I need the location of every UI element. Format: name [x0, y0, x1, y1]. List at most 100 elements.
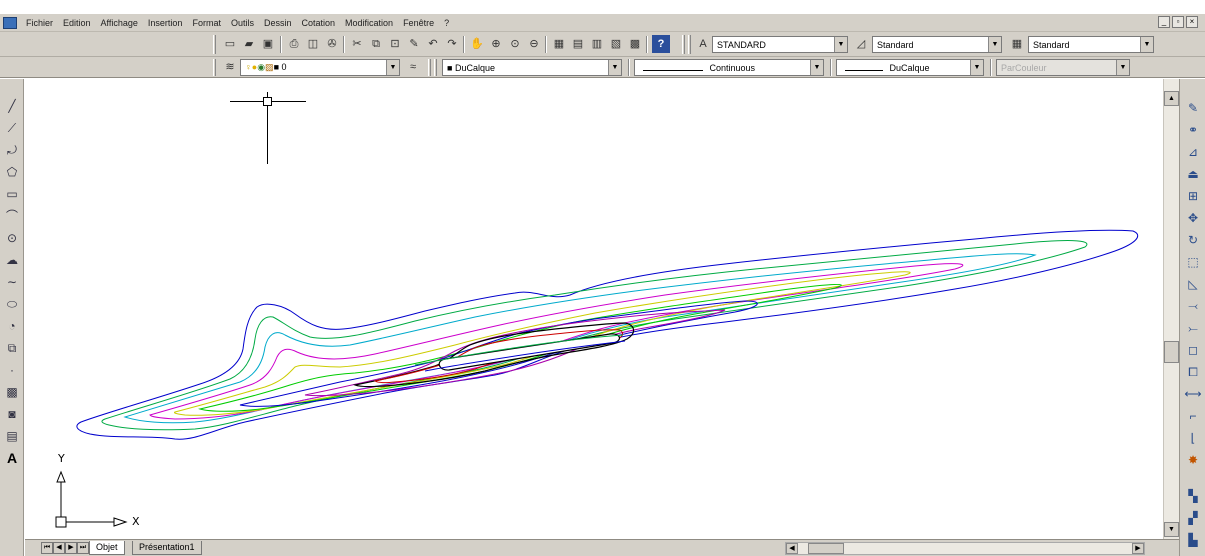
array-icon[interactable]: ⊞: [1187, 189, 1199, 203]
vertical-scroll-thumb[interactable]: [1164, 341, 1179, 363]
new-icon[interactable]: ▭: [224, 38, 236, 50]
zoom-previous-icon[interactable]: ⊖: [529, 38, 539, 50]
horizontal-scroll-thumb[interactable]: [808, 543, 844, 554]
calculator-icon[interactable]: ▩: [629, 38, 641, 50]
chevron-down-icon[interactable]: ▼: [970, 60, 983, 75]
app-icon[interactable]: [3, 16, 17, 29]
table-style-icon[interactable]: ▦: [1011, 38, 1023, 50]
chamfer-icon[interactable]: ⌐: [1189, 409, 1197, 423]
last-tab-button[interactable]: ⏭: [77, 542, 89, 554]
sheet-set-icon[interactable]: ▧: [610, 38, 622, 50]
save-icon[interactable]: ▣: [262, 38, 274, 50]
open-icon[interactable]: ▰: [244, 38, 254, 50]
text-style-icon[interactable]: A: [699, 38, 707, 50]
linetype-select[interactable]: Continuous ▼: [634, 59, 824, 76]
chevron-down-icon[interactable]: ▼: [608, 60, 621, 75]
paste-icon[interactable]: ⊡: [390, 38, 400, 50]
cut-icon[interactable]: ✂: [352, 38, 362, 50]
erase-icon[interactable]: ✎: [1187, 101, 1199, 115]
toolbar-grip[interactable]: [688, 35, 691, 54]
restore-button[interactable]: ▫: [1172, 16, 1184, 28]
join-icon[interactable]: ⟷: [1184, 387, 1202, 401]
minimize-button[interactable]: _: [1158, 16, 1170, 28]
text-style-select[interactable]: STANDARD ▼: [712, 36, 848, 53]
publish-icon[interactable]: ✇: [327, 38, 337, 50]
menu-outils[interactable]: Outils: [230, 17, 254, 28]
construction-line-icon[interactable]: ⟋: [7, 121, 17, 135]
circle-icon[interactable]: ⊙: [6, 231, 18, 245]
menu-fichier[interactable]: Fichier: [26, 17, 54, 28]
rectangle-icon[interactable]: ▭: [6, 187, 18, 201]
region-icon[interactable]: ◙: [8, 407, 16, 421]
extend-icon[interactable]: ⤚: [1188, 321, 1198, 335]
dim-style-icon[interactable]: ◿: [856, 38, 866, 50]
spline-icon[interactable]: ∼: [6, 275, 18, 289]
layer-select[interactable]: ♀●◉▨■ 0 ▼: [240, 59, 400, 76]
chevron-down-icon[interactable]: ▼: [1116, 60, 1129, 75]
menu-fenetre[interactable]: Fenêtre: [403, 17, 435, 28]
point-icon[interactable]: ·: [10, 363, 14, 377]
scroll-right-button[interactable]: ▶: [1132, 543, 1144, 554]
trim-icon[interactable]: ⤙: [1188, 299, 1198, 313]
break-at-point-icon[interactable]: ◻: [1188, 343, 1198, 357]
lineweight-select[interactable]: DuCalque ▼: [836, 59, 984, 76]
draworder-icon[interactable]: ▚: [1188, 489, 1198, 503]
rotate-icon[interactable]: ↻: [1187, 233, 1199, 247]
properties-icon[interactable]: ▦: [553, 38, 565, 50]
fillet-icon[interactable]: ⌊: [1190, 431, 1196, 445]
horizontal-scrollbar[interactable]: ◀ ▶: [785, 542, 1145, 555]
insert-block-icon[interactable]: ⧉: [7, 341, 17, 355]
chevron-down-icon[interactable]: ▼: [834, 37, 847, 52]
plot-style-select[interactable]: ParCouleur ▼: [996, 59, 1130, 76]
offset-icon[interactable]: ⏏: [1187, 167, 1199, 181]
menu-modification[interactable]: Modification: [345, 17, 394, 28]
plot-preview-icon[interactable]: ◫: [307, 38, 319, 50]
copy-object-icon[interactable]: ⚭: [1187, 123, 1199, 137]
zoom-realtime-icon[interactable]: ⊕: [491, 38, 501, 50]
hatch-icon[interactable]: ▩: [6, 385, 18, 399]
help-icon[interactable]: ?: [652, 35, 670, 53]
menu-help[interactable]: ?: [444, 17, 450, 28]
revision-cloud-icon[interactable]: ☁: [6, 253, 18, 267]
layer-previous-icon[interactable]: ≈: [409, 61, 417, 73]
toolbar-grip[interactable]: [213, 59, 216, 76]
toolbar-grip[interactable]: [428, 59, 431, 76]
polygon-icon[interactable]: ⬠: [6, 165, 18, 179]
scroll-down-button[interactable]: ▼: [1164, 522, 1179, 537]
ellipse-arc-icon[interactable]: ◔: [8, 319, 16, 333]
toolbar-grip[interactable]: [682, 35, 685, 54]
tool-palettes-icon[interactable]: ▥: [591, 38, 603, 50]
chevron-down-icon[interactable]: ▼: [810, 60, 823, 75]
dim-style-select[interactable]: Standard ▼: [872, 36, 1002, 53]
table-icon[interactable]: ▤: [6, 429, 18, 443]
redo-icon[interactable]: ↷: [447, 38, 457, 50]
zoom-window-icon[interactable]: ⊙: [510, 38, 520, 50]
mirror-icon[interactable]: ⊿: [1187, 145, 1199, 159]
close-button[interactable]: ×: [1186, 16, 1198, 28]
print-icon[interactable]: ⎙: [289, 38, 299, 50]
break-icon[interactable]: ⧠: [1188, 365, 1198, 379]
send-back-icon[interactable]: ▙: [1188, 533, 1198, 547]
drawing-canvas[interactable]: [25, 79, 1163, 539]
table-style-select[interactable]: Standard ▼: [1028, 36, 1154, 53]
menu-affichage[interactable]: Affichage: [100, 17, 138, 28]
scroll-left-button[interactable]: ◀: [786, 543, 798, 554]
menu-insertion[interactable]: Insertion: [147, 17, 183, 28]
color-select[interactable]: ■ DuCalque ▼: [442, 59, 622, 76]
bring-front-icon[interactable]: ▞: [1188, 511, 1198, 525]
layer-manager-icon[interactable]: ≋: [225, 61, 235, 73]
first-tab-button[interactable]: ⏮: [41, 542, 53, 554]
copy-icon[interactable]: ⧉: [372, 38, 380, 50]
chevron-down-icon[interactable]: ▼: [386, 60, 399, 75]
chevron-down-icon[interactable]: ▼: [988, 37, 1001, 52]
previous-tab-button[interactable]: ◀: [53, 542, 65, 554]
menu-cotation[interactable]: Cotation: [301, 17, 336, 28]
menu-format[interactable]: Format: [192, 17, 221, 28]
menu-edition[interactable]: Edition: [63, 17, 91, 28]
chevron-down-icon[interactable]: ▼: [1140, 37, 1153, 52]
undo-icon[interactable]: ↶: [428, 38, 438, 50]
move-icon[interactable]: ✥: [1187, 211, 1199, 225]
toolbar-grip[interactable]: [213, 35, 216, 54]
tab-objet[interactable]: Objet: [89, 541, 125, 555]
line-icon[interactable]: ╱: [8, 99, 16, 113]
